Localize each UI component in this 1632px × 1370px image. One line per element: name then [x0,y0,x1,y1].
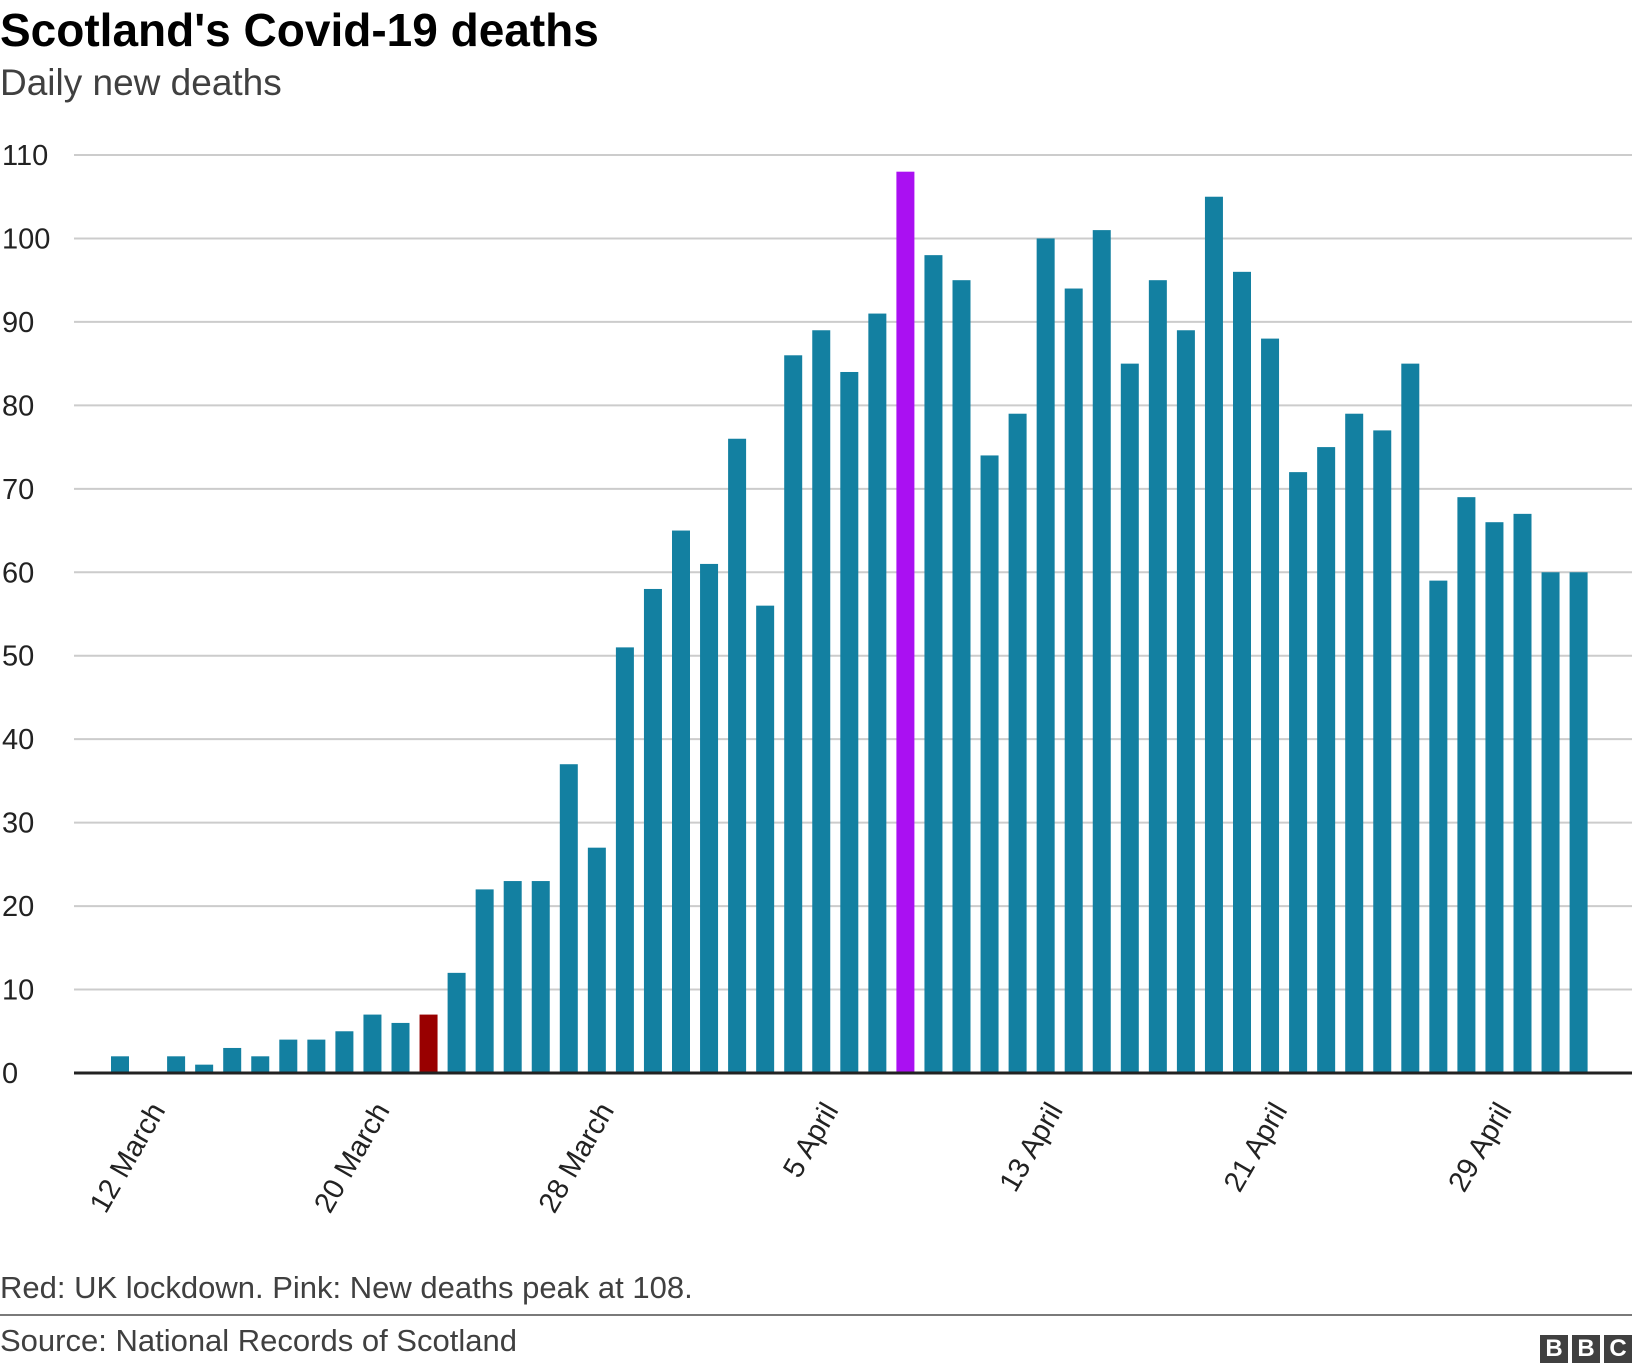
bar [559,764,578,1073]
footer-divider [0,1314,1632,1316]
chart-note: Red: UK lockdown. Pink: New deaths peak … [0,1270,693,1305]
bar [1092,230,1111,1074]
x-tick-label: 29 April [1442,1098,1518,1198]
bar [1457,497,1476,1073]
bar [447,972,466,1073]
bar [924,255,943,1074]
bar [1401,363,1420,1073]
bar [1036,238,1055,1074]
bar [784,355,803,1074]
bar [1008,413,1027,1073]
y-tick-label: 110 [2,140,48,172]
bar [391,1022,410,1073]
bar [167,1056,186,1073]
bar [1148,280,1167,1073]
bar [700,563,719,1073]
bar [1120,363,1139,1073]
bar [195,1064,214,1073]
bar [475,889,494,1073]
bar [1345,413,1364,1073]
bar [1513,513,1532,1073]
bbc-logo-letter-1: B [1540,1335,1568,1363]
y-tick-label: 40 [2,724,34,756]
bar [840,371,859,1073]
x-tick-label: 5 April [777,1098,845,1184]
bar [335,1031,354,1073]
y-tick-label: 30 [2,808,34,840]
bar [1233,271,1251,1073]
bar [868,313,887,1074]
y-tick-label: 90 [2,307,34,339]
bar [531,881,550,1073]
source-text: Source: National Records of Scotland [0,1323,517,1358]
y-tick-label: 70 [2,474,34,506]
bar [1485,522,1504,1073]
bbc-logo-letter-3: C [1604,1335,1632,1363]
bar [980,455,999,1073]
x-tick-label: 12 March [84,1098,172,1219]
bar [1289,472,1308,1073]
bar [812,330,831,1074]
bar [363,1014,382,1073]
bar [307,1039,326,1073]
x-tick-label: 21 April [1218,1098,1294,1198]
highlight-bar [896,171,915,1073]
bar [952,280,971,1073]
bbc-logo-letter-2: B [1572,1335,1600,1363]
chart-title: Scotland's Covid-19 deaths [0,4,599,56]
bar-chart: 0 10 20 30 40 50 60 70 80 90 100 110 12 March 20 Marc… [2,140,1632,1219]
x-tick-label: 13 April [994,1098,1070,1198]
bar [1064,288,1083,1073]
y-tick-label: 10 [2,975,34,1007]
bar [1541,572,1560,1073]
bar [111,1056,129,1073]
bar [1176,330,1195,1074]
y-tick-label: 60 [2,557,34,589]
y-tick-label: 100 [2,223,50,255]
x-tick-label: 28 March [533,1098,621,1219]
bar [756,605,775,1073]
bar [1373,430,1392,1073]
bar [728,438,747,1073]
bar [1261,338,1280,1074]
bar [615,647,634,1073]
x-tick-label: 20 March [308,1098,396,1219]
bar [672,530,690,1073]
y-tick-label: 20 [2,891,34,923]
bar [643,588,662,1073]
bar [503,881,522,1073]
y-tick-label: 80 [2,390,34,422]
bar [1569,572,1588,1073]
chart-subtitle: Daily new deaths [0,62,282,103]
highlight-bar [419,1014,438,1073]
bar [587,847,606,1073]
bar [1204,196,1223,1073]
bbc-logo: B B C [1540,1335,1632,1363]
y-tick-label: 0 [2,1058,18,1090]
bar [279,1039,298,1073]
bar [251,1056,270,1073]
bar [1429,580,1448,1073]
bar [223,1047,242,1073]
bar [1317,447,1336,1073]
y-tick-label: 50 [2,641,34,673]
